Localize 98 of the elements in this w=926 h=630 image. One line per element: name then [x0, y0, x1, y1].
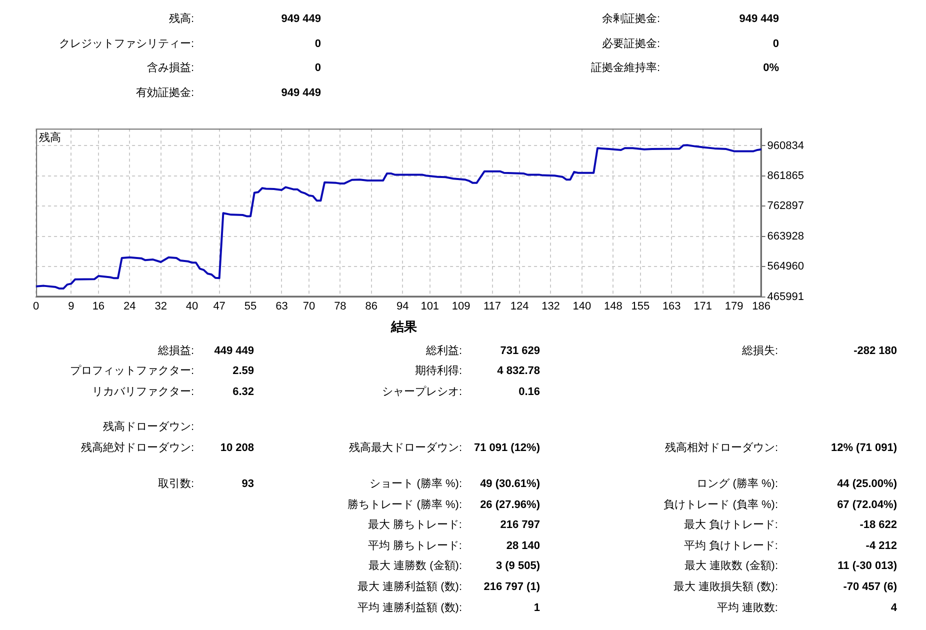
x-tick-label: 117	[483, 300, 502, 312]
text: 6.32	[232, 385, 254, 399]
text: 449 449	[214, 344, 254, 358]
x-tick-label: 163	[662, 300, 681, 312]
text: 93	[242, 477, 254, 491]
x-tick-label: 24	[124, 300, 136, 312]
text: 残高:	[168, 12, 194, 26]
text: 949 449	[739, 12, 779, 26]
text: 216 797	[500, 518, 540, 532]
text: 残高ドローダウン:	[102, 420, 194, 434]
text: 44 (25.00%)	[837, 477, 897, 491]
text: 71 091 (12%)	[474, 441, 540, 455]
text: 0%	[763, 61, 779, 75]
y-tick-label: 663928	[767, 230, 804, 242]
text: 26 (27.96%)	[480, 498, 540, 512]
text: 余剰証拠金:	[602, 12, 660, 26]
text: 期待利得:	[414, 364, 462, 378]
x-tick-label: 70	[302, 300, 316, 312]
x-tick-label: 9	[68, 300, 74, 312]
text: 216 797 (1)	[484, 580, 540, 594]
text: 取引数:	[158, 477, 194, 491]
text: -4 212	[866, 539, 897, 553]
text: 731 629	[500, 344, 540, 358]
x-tick-label: 47	[213, 300, 226, 312]
x-tick-label: 32	[154, 300, 167, 312]
x-tick-label: 94	[396, 300, 409, 312]
text: 平均 負けトレード:	[684, 539, 778, 553]
text: -18 622	[860, 518, 897, 532]
x-tick-label: 179	[724, 300, 744, 312]
x-tick-label: 16	[92, 300, 105, 312]
text: 49 (30.61%)	[480, 477, 540, 491]
text: 平均 勝ちトレード:	[368, 539, 462, 553]
text: ロング (勝率 %):	[696, 477, 778, 491]
text: 総利益:	[426, 344, 462, 358]
x-tick-label: 124	[510, 300, 529, 312]
x-tick-label: 148	[604, 300, 622, 312]
y-tick-label: 960834	[767, 140, 804, 152]
x-tick-label: 140	[572, 300, 592, 312]
text: 残高絶対ドローダウン:	[80, 441, 194, 455]
text: 0	[772, 37, 779, 51]
x-tick-label: 86	[365, 300, 378, 312]
text: 1	[534, 601, 540, 615]
text: 残高相対ドローダウン:	[664, 441, 778, 455]
text: 4	[890, 601, 897, 615]
text: 有効証拠金:	[136, 86, 194, 100]
y-tick-label: 861865	[767, 170, 804, 182]
text: 勝ちトレード (勝率 %):	[348, 498, 462, 512]
y-tick-label: 564960	[767, 260, 804, 273]
text: 最大 連勝数 (金額):	[368, 559, 462, 573]
text: 3 (9 505)	[496, 559, 540, 573]
x-tick-label: 63	[276, 300, 288, 312]
text: 最大 連敗数 (金額):	[684, 559, 778, 573]
text: 4 832.78	[497, 364, 540, 378]
text: リカバリファクター:	[92, 385, 194, 399]
y-tick-label: 762897	[767, 200, 804, 212]
text: 総損益:	[158, 344, 194, 358]
text: -70 457 (6)	[843, 580, 897, 594]
text: 平均 連勝利益額 (数):	[358, 601, 462, 615]
x-tick-label: 0	[32, 300, 40, 312]
x-tick-label: 109	[452, 300, 470, 312]
text: 2.59	[232, 364, 254, 378]
chart-title: 残高	[39, 131, 62, 144]
x-tick-label: 78	[334, 300, 346, 312]
text: 証拠金維持率:	[590, 61, 660, 75]
text: 28 140	[506, 539, 540, 553]
text: 0	[314, 37, 321, 51]
text: 949 449	[281, 12, 321, 26]
text: 10 208	[220, 441, 254, 455]
text: 必要証拠金:	[602, 37, 660, 51]
text: 0.16	[518, 385, 540, 399]
x-tick-label: 55	[244, 300, 257, 312]
text: 67 (72.04%)	[837, 498, 897, 512]
text: 0	[314, 61, 321, 75]
x-tick-label: 40	[186, 300, 198, 312]
text: クレジットファシリティー:	[58, 37, 194, 51]
text: シャープレシオ:	[382, 385, 462, 399]
text: 負けトレード (負率 %):	[664, 498, 778, 512]
text: 最大 連敗損失額 (数):	[674, 580, 778, 594]
x-tick-label: 186	[752, 300, 770, 312]
text: 949 449	[281, 86, 321, 100]
text: 残高最大ドローダウン:	[348, 441, 462, 455]
text: 11 (-30 013)	[838, 559, 897, 573]
text: -282 180	[854, 344, 897, 358]
text: 12% (71 091)	[830, 441, 897, 455]
x-tick-label: 171	[694, 300, 712, 312]
text: 含み損益:	[146, 61, 194, 75]
text: 平均 連敗数:	[716, 601, 778, 615]
text: 総損失:	[742, 344, 778, 358]
text: 最大 勝ちトレード:	[368, 518, 462, 532]
text: 最大 負けトレード:	[684, 518, 778, 532]
text: 最大 連勝利益額 (数):	[358, 580, 462, 594]
x-tick-label: 155	[631, 300, 650, 312]
text: 結果	[391, 319, 417, 335]
y-tick-label: 465991	[767, 290, 804, 303]
text: ショート (勝率 %):	[370, 477, 462, 491]
text: プロフィットファクター:	[70, 364, 194, 378]
x-tick-label: 101	[420, 300, 440, 312]
x-tick-label: 132	[542, 300, 560, 312]
